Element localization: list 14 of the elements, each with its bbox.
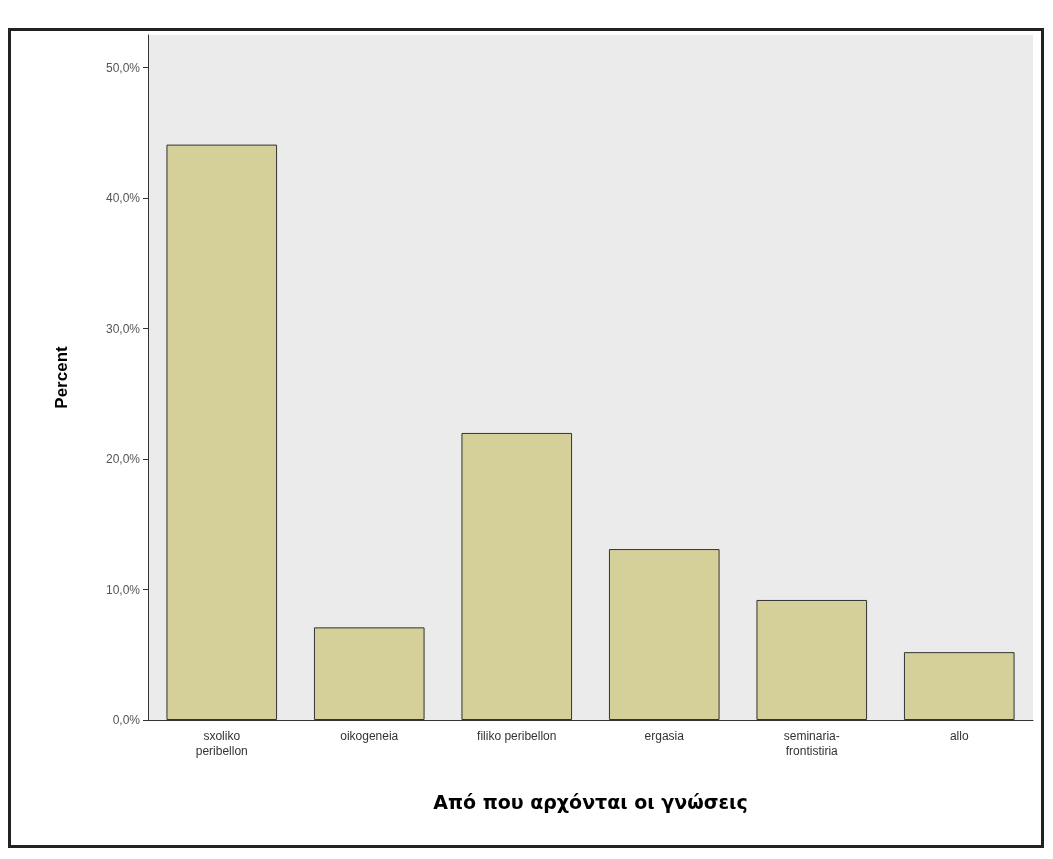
x-axis-title: Από που αρχόνται οι γνώσεις (433, 790, 748, 813)
x-tick-label: filiko peribellon (477, 728, 557, 743)
y-tick-label: 50,0% (105, 60, 141, 75)
x-tick-label: ergasia (644, 728, 685, 743)
x-tick-label: oikogeneia (340, 728, 399, 743)
y-axis-title: Percent (52, 345, 71, 409)
y-tick-label: 10,0% (105, 582, 141, 597)
y-tick-label: 20,0% (105, 452, 141, 467)
y-tick-label: 40,0% (105, 191, 141, 206)
x-tick-label: allo (949, 728, 969, 743)
x-tick-label: seminaria- frontistiria (783, 728, 840, 758)
y-tick-label: 30,0% (105, 321, 141, 336)
x-tick-label: sxoliko peribellon (195, 728, 248, 758)
y-tick-label: 0,0% (112, 713, 141, 727)
